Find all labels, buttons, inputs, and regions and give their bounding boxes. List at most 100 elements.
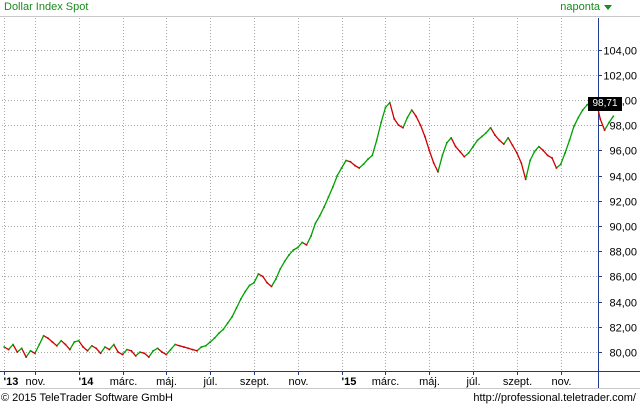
- series-segment: [87, 345, 93, 352]
- data-point: [380, 121, 382, 124]
- data-point: [481, 135, 483, 138]
- x-tick-label: szept.: [240, 376, 269, 388]
- series-segment: [227, 316, 233, 324]
- series-segment: [310, 223, 316, 237]
- data-point: [446, 142, 448, 144]
- series-segment: [279, 260, 286, 270]
- y-tick-label: 104,00: [603, 46, 637, 58]
- series-segment: [450, 137, 457, 147]
- data-point: [20, 347, 23, 350]
- data-point: [187, 347, 189, 350]
- data-point: [516, 152, 518, 154]
- x-tick-label: nov.: [552, 376, 572, 388]
- data-point: [191, 348, 194, 351]
- series-segment: [306, 235, 312, 246]
- series-segment: [371, 140, 378, 156]
- series-segment: [599, 118, 606, 131]
- x-tick-label: márc.: [372, 376, 400, 388]
- data-point: [367, 158, 369, 160]
- chevron-down-icon[interactable]: [604, 5, 612, 10]
- data-point: [283, 260, 286, 263]
- data-point: [318, 215, 321, 217]
- series-segment: [262, 276, 268, 284]
- series-segment: [459, 151, 465, 158]
- y-axis: 80,00 82,00 84,00 86,00 88,00 90,00 92,00 94,00…: [598, 18, 637, 388]
- data-point: [310, 235, 312, 237]
- data-point: [577, 116, 580, 119]
- data-point: [432, 162, 435, 164]
- data-point: [261, 275, 264, 278]
- data-point: [205, 345, 207, 347]
- data-point: [86, 350, 89, 352]
- series-segment: [12, 344, 18, 353]
- data-point: [494, 134, 496, 136]
- series-segment: [56, 340, 62, 347]
- series-segment: [336, 167, 343, 176]
- data-point: [503, 143, 505, 145]
- data-point: [226, 322, 229, 324]
- series-segment: [441, 142, 448, 156]
- last-price-label: 98,71: [588, 97, 622, 111]
- data-point: [323, 206, 325, 208]
- data-point: [362, 163, 365, 165]
- data-point: [56, 345, 58, 347]
- data-point: [73, 341, 76, 343]
- series-segment: [520, 162, 527, 180]
- data-point: [244, 290, 246, 293]
- data-point: [349, 160, 352, 163]
- series-segment: [393, 118, 400, 126]
- series-segment: [608, 115, 614, 123]
- series-segment: [78, 340, 84, 348]
- x-tick-label: nov.: [289, 376, 309, 388]
- series-segment: [170, 344, 176, 351]
- series-segment: [419, 124, 426, 137]
- x-tick-label: máj.: [419, 376, 440, 388]
- data-point: [134, 355, 137, 357]
- x-tick-label: márc.: [110, 376, 138, 388]
- data-point: [3, 346, 5, 348]
- data-point: [108, 348, 111, 351]
- interval-selector[interactable]: naponta: [560, 1, 600, 13]
- data-point: [581, 109, 584, 111]
- data-point: [410, 109, 413, 111]
- data-point: [371, 154, 374, 157]
- data-point: [568, 139, 571, 142]
- series-segment: [165, 349, 172, 356]
- data-point: [397, 124, 400, 126]
- x-tick-label: nov.: [26, 376, 46, 388]
- data-point: [99, 352, 102, 355]
- data-point: [389, 101, 391, 104]
- series-segment: [69, 341, 75, 350]
- source-url[interactable]: http://professional.teletrader.com/: [473, 392, 636, 404]
- series-segment: [411, 109, 417, 117]
- y-tick-label: 98,00: [609, 121, 637, 133]
- series-segment: [95, 347, 102, 354]
- data-point: [16, 351, 19, 353]
- series-segment: [415, 116, 422, 126]
- series-segment: [503, 137, 509, 145]
- data-point: [60, 339, 62, 342]
- series-segment: [284, 254, 290, 262]
- y-tick-label: 82,00: [609, 323, 637, 335]
- series-segment: [222, 322, 229, 330]
- data-point: [29, 350, 32, 352]
- data-point: [209, 341, 211, 343]
- data-point: [270, 285, 273, 288]
- data-point: [91, 345, 93, 347]
- x-axis: '13 nov. '14 márc. máj. júl. szept. nov. '15 márc…: [0, 371, 640, 389]
- series-segment: [402, 117, 408, 128]
- data-point: [82, 346, 84, 348]
- data-point: [564, 152, 566, 154]
- data-point: [7, 348, 10, 351]
- data-point: [529, 159, 531, 162]
- y-tick-label: 90,00: [609, 222, 637, 234]
- data-point: [603, 129, 606, 131]
- data-point: [222, 328, 225, 331]
- series-segment: [542, 149, 549, 156]
- y-tick-label: 80,00: [609, 348, 637, 360]
- data-point: [25, 356, 27, 358]
- data-point: [354, 164, 356, 167]
- data-point: [183, 346, 185, 348]
- data-point: [459, 150, 461, 153]
- data-point: [51, 341, 54, 343]
